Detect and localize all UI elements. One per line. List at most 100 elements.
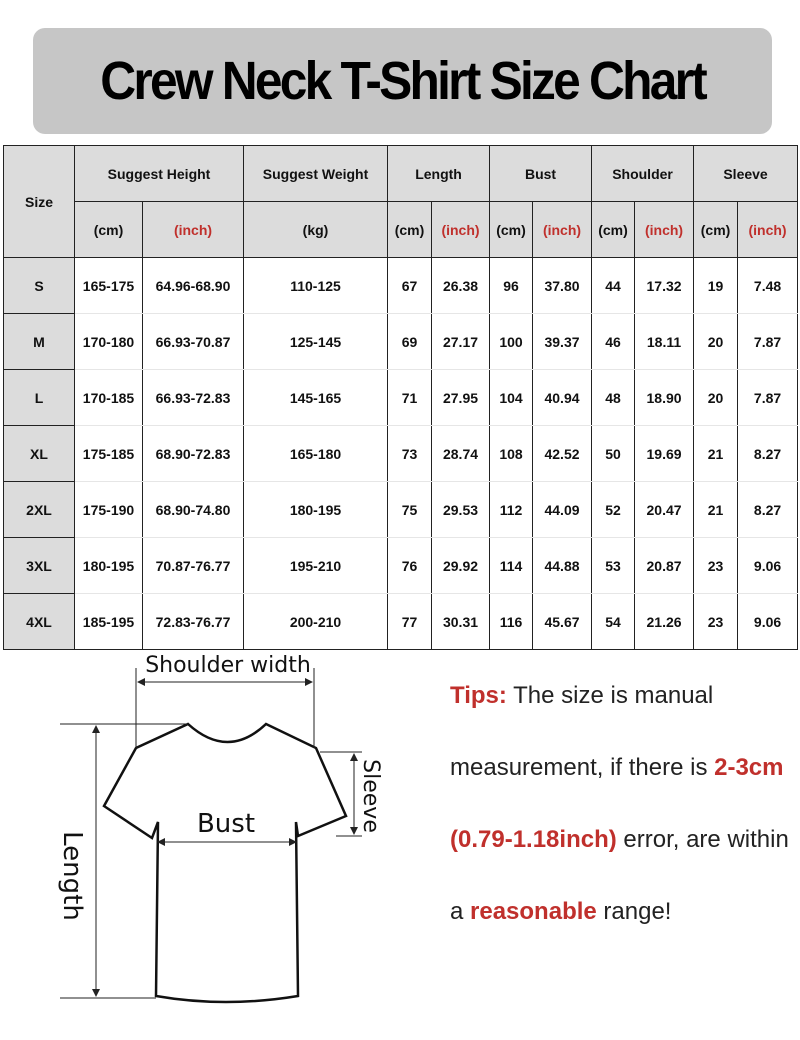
value-cell: 53 — [591, 537, 636, 594]
value-cell: 75 — [387, 481, 433, 538]
page-title: Crew Neck T-Shirt Size Chart — [100, 51, 707, 111]
size-cell: XL — [3, 425, 75, 482]
value-cell: 100 — [489, 313, 534, 370]
value-cell: 29.53 — [431, 481, 491, 538]
value-cell: 175-190 — [74, 481, 143, 538]
group-header: Suggest Height — [73, 145, 245, 202]
value-cell: 64.96-68.90 — [141, 257, 245, 314]
value-cell: 21.26 — [634, 593, 695, 650]
value-cell: 23 — [693, 593, 739, 650]
value-cell: 9.06 — [737, 537, 799, 594]
value-cell: 76 — [387, 537, 433, 594]
value-cell: 21 — [693, 481, 739, 538]
unit-header: (inch) — [141, 201, 245, 258]
title-banner: Crew Neck T-Shirt Size Chart — [33, 28, 772, 134]
value-cell: 44.88 — [532, 537, 593, 594]
value-cell: 44 — [591, 257, 636, 314]
value-cell: 7.87 — [737, 313, 799, 370]
value-cell: 9.06 — [737, 593, 799, 650]
value-cell: 180-195 — [74, 537, 143, 594]
size-chart-table: Size Suggest Height Suggest Weight Lengt… — [3, 145, 799, 650]
tshirt-outline-icon — [102, 722, 348, 1004]
size-cell: 3XL — [3, 537, 75, 594]
value-cell: 17.32 — [634, 257, 695, 314]
unit-header: (inch) — [737, 201, 799, 258]
unit-header: (inch) — [532, 201, 593, 258]
value-cell: 195-210 — [243, 537, 389, 594]
size-cell: 2XL — [3, 481, 75, 538]
value-cell: 18.11 — [634, 313, 695, 370]
size-header: Size — [3, 145, 75, 258]
unit-header: (cm) — [74, 201, 143, 258]
value-cell: 8.27 — [737, 425, 799, 482]
table-row: L 170-185 66.93-72.83 145-165 71 27.95 104 40.9… — [3, 369, 799, 426]
value-cell: 20.47 — [634, 481, 695, 538]
table-row: 3XL 180-195 70.87-76.77 195-210 76 29.92 114 44… — [3, 537, 799, 594]
group-header: Sleeve — [693, 145, 799, 202]
value-cell: 19 — [693, 257, 739, 314]
unit-header: (kg) — [243, 201, 389, 258]
value-cell: 19.69 — [634, 425, 695, 482]
value-cell: 165-175 — [74, 257, 143, 314]
tips-body: The size is manual measurement, if there… — [450, 682, 715, 781]
unit-header: (cm) — [387, 201, 433, 258]
value-cell: 46 — [591, 313, 636, 370]
value-cell: 18.90 — [634, 369, 695, 426]
value-cell: 69 — [387, 313, 433, 370]
table-row: XL 175-185 68.90-72.83 165-180 73 28.74 108 42.… — [3, 425, 799, 482]
group-header: Suggest Weight — [243, 145, 389, 202]
value-cell: 7.87 — [737, 369, 799, 426]
value-cell: 54 — [591, 593, 636, 650]
value-cell: 180-195 — [243, 481, 389, 538]
size-cell: 4XL — [3, 593, 75, 650]
value-cell: 48 — [591, 369, 636, 426]
value-cell: 50 — [591, 425, 636, 482]
value-cell: 73 — [387, 425, 433, 482]
value-cell: 21 — [693, 425, 739, 482]
value-cell: 28.74 — [431, 425, 491, 482]
value-cell: 114 — [489, 537, 534, 594]
value-cell: 39.37 — [532, 313, 593, 370]
value-cell: 175-185 — [74, 425, 143, 482]
size-cell: M — [3, 313, 75, 370]
value-cell: 66.93-72.83 — [141, 369, 245, 426]
value-cell: 20 — [693, 369, 739, 426]
table-row: 4XL 185-195 72.83-76.77 200-210 77 30.31 116 45… — [3, 593, 799, 650]
value-cell: 77 — [387, 593, 433, 650]
value-cell: 45.67 — [532, 593, 593, 650]
value-cell: 125-145 — [243, 313, 389, 370]
unit-header: (inch) — [634, 201, 695, 258]
shoulder-label: Shoulder width — [145, 653, 311, 678]
tips-body: error, are within a — [450, 826, 789, 925]
value-cell: 52 — [591, 481, 636, 538]
tshirt-diagram: Shoulder width Bust Length Sleeve — [57, 653, 383, 1004]
value-cell: 170-180 — [74, 313, 143, 370]
value-cell: 70.87-76.77 — [141, 537, 245, 594]
value-cell: 30.31 — [431, 593, 491, 650]
value-cell: 104 — [489, 369, 534, 426]
value-cell: 44.09 — [532, 481, 593, 538]
value-cell: 37.80 — [532, 257, 593, 314]
unit-header: (inch) — [431, 201, 491, 258]
tips-body: range! — [596, 898, 672, 925]
value-cell: 112 — [489, 481, 534, 538]
value-cell: 71 — [387, 369, 433, 426]
size-cell: L — [3, 369, 75, 426]
value-cell: 170-185 — [74, 369, 143, 426]
value-cell: 116 — [489, 593, 534, 650]
value-cell: 20.87 — [634, 537, 695, 594]
size-cell: S — [3, 257, 75, 314]
bust-label: Bust — [197, 809, 255, 839]
length-label: Length — [57, 831, 87, 921]
unit-header: (cm) — [591, 201, 636, 258]
tips-text: Tips: The size is manual measurement, if… — [450, 660, 790, 948]
value-cell: 145-165 — [243, 369, 389, 426]
value-cell: 67 — [387, 257, 433, 314]
value-cell: 66.93-70.87 — [141, 313, 245, 370]
group-header: Length — [387, 145, 491, 202]
value-cell: 29.92 — [431, 537, 491, 594]
value-cell: 7.48 — [737, 257, 799, 314]
group-header: Shoulder — [591, 145, 695, 202]
unit-header: (cm) — [489, 201, 534, 258]
sleeve-label: Sleeve — [358, 759, 383, 833]
